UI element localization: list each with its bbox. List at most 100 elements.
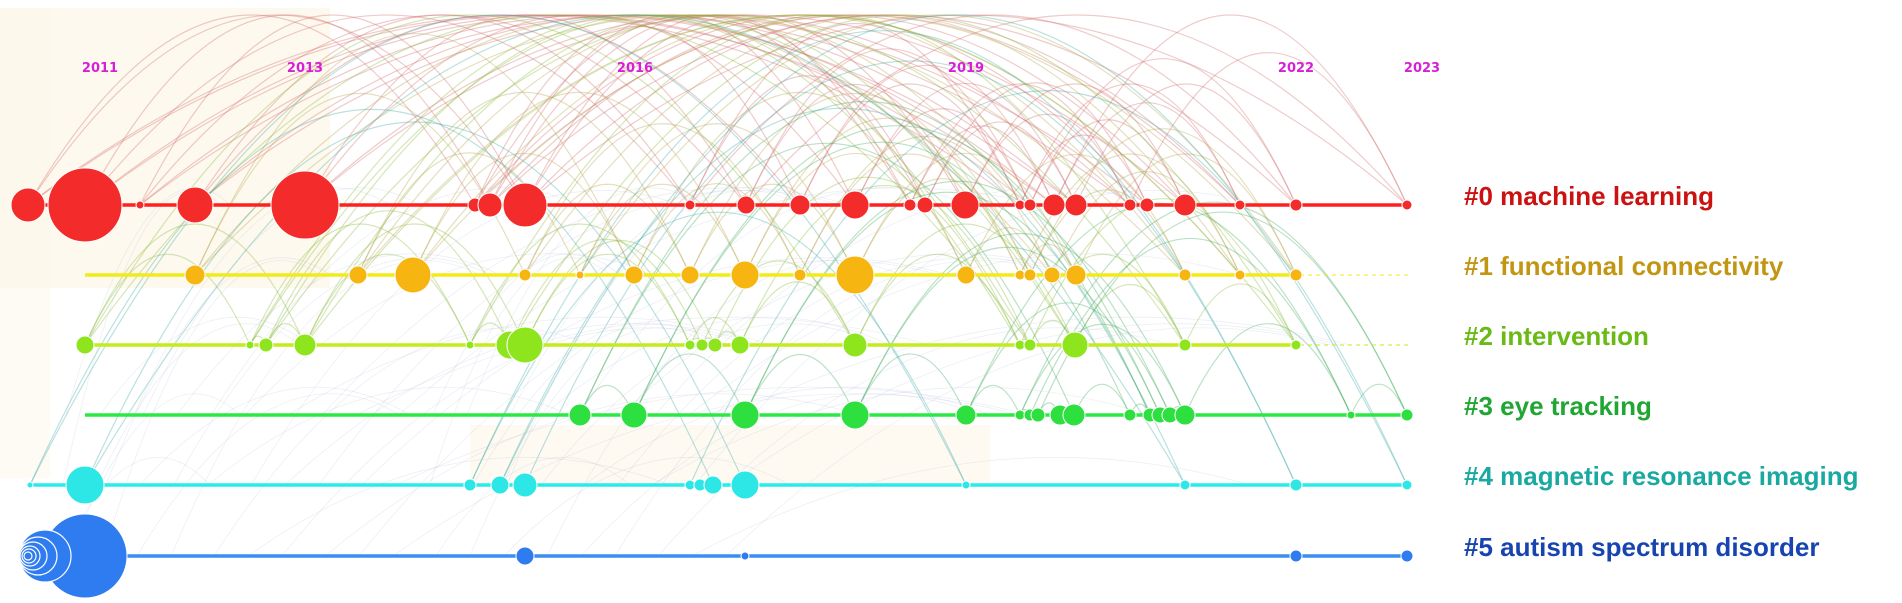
citation-node[interactable] [1043, 266, 1061, 284]
cluster-label-autism-spectrum-disorder[interactable]: #5 autism spectrum disorder [1464, 532, 1819, 562]
citation-node[interactable] [730, 400, 760, 430]
citation-node[interactable] [1062, 403, 1086, 427]
citation-node[interactable] [1289, 268, 1303, 282]
citation-node[interactable] [1290, 339, 1302, 351]
citation-nodes[interactable] [10, 167, 1414, 599]
citation-node[interactable] [176, 186, 214, 224]
citation-node[interactable] [512, 472, 538, 498]
citation-node[interactable] [730, 260, 760, 290]
citation-node[interactable] [707, 337, 723, 353]
citation-node[interactable] [680, 265, 700, 285]
cluster-label-magnetic-resonance-imaging[interactable]: #4 magnetic resonance imaging [1464, 461, 1858, 491]
citation-node[interactable] [1064, 193, 1088, 217]
citation-node[interactable] [568, 403, 592, 427]
citation-node[interactable] [10, 187, 46, 223]
citation-node[interactable] [1123, 408, 1137, 422]
citation-node[interactable] [270, 170, 340, 240]
citation-arc [29, 109, 714, 486]
citation-node[interactable] [1139, 197, 1155, 213]
citation-node[interactable] [1234, 199, 1246, 211]
citation-node[interactable] [575, 270, 585, 280]
citation-arc [854, 153, 1077, 276]
citation-node[interactable] [515, 546, 535, 566]
citation-node[interactable] [394, 256, 432, 294]
citation-node[interactable] [1401, 199, 1413, 211]
citation-node[interactable] [135, 200, 145, 210]
citation-node[interactable] [348, 265, 368, 285]
citation-node[interactable] [1030, 407, 1046, 423]
citation-node[interactable] [1023, 338, 1037, 352]
citation-node[interactable] [1178, 268, 1192, 282]
citation-node[interactable] [463, 478, 477, 492]
citation-arc [84, 14, 1186, 486]
citation-arc [964, 113, 1131, 206]
citation-node[interactable] [1289, 198, 1303, 212]
citation-node[interactable] [624, 265, 644, 285]
citation-node[interactable] [956, 265, 976, 285]
citation-node[interactable] [490, 475, 510, 495]
citation-node[interactable] [258, 337, 274, 353]
citation-node[interactable] [950, 190, 980, 220]
cluster-label-machine-learning[interactable]: #0 machine learning [1464, 181, 1714, 211]
citation-node[interactable] [789, 194, 811, 216]
citation-node[interactable] [1023, 268, 1037, 282]
citation-node[interactable] [1289, 478, 1303, 492]
citation-node[interactable] [840, 190, 870, 220]
citation-node[interactable] [703, 475, 723, 495]
citation-arc [392, 393, 1021, 557]
citation-node[interactable] [730, 335, 750, 355]
citation-node[interactable] [684, 199, 696, 211]
citation-node[interactable] [1346, 410, 1356, 420]
citation-node[interactable] [502, 182, 548, 228]
citation-arc [1029, 58, 1297, 206]
citation-node[interactable] [1042, 193, 1066, 217]
citation-node[interactable] [465, 340, 475, 350]
citation-node[interactable] [730, 470, 760, 500]
citation-node[interactable] [684, 339, 696, 351]
citation-node[interactable] [961, 480, 971, 490]
citation-node[interactable] [518, 268, 532, 282]
citation-node[interactable] [1289, 549, 1303, 563]
citation-arc [1075, 83, 1297, 206]
citation-node[interactable] [1061, 331, 1089, 359]
citation-node[interactable] [1234, 269, 1246, 281]
citation-node[interactable] [506, 326, 544, 364]
citation-arc [579, 183, 746, 276]
citation-node[interactable] [1400, 549, 1414, 563]
citation-arc [84, 14, 491, 206]
citation-node[interactable] [1123, 198, 1137, 212]
citation-node[interactable] [835, 255, 875, 295]
citation-node[interactable] [293, 333, 317, 357]
citation-node[interactable] [23, 551, 33, 561]
citation-node[interactable] [842, 332, 868, 358]
citation-node[interactable] [26, 481, 34, 489]
citation-node[interactable] [620, 401, 648, 429]
citation-node[interactable] [695, 338, 709, 352]
citation-node[interactable] [1173, 193, 1197, 217]
citation-node[interactable] [740, 551, 750, 561]
citation-node[interactable] [736, 195, 756, 215]
citation-node[interactable] [184, 264, 206, 286]
citation-node[interactable] [1401, 479, 1413, 491]
citation-node[interactable] [1179, 479, 1191, 491]
citation-node[interactable] [47, 167, 123, 243]
background-panel [470, 425, 990, 485]
citation-node[interactable] [75, 335, 95, 355]
citation-node[interactable] [477, 192, 503, 218]
citation-node[interactable] [793, 268, 807, 282]
citation-node[interactable] [1065, 264, 1087, 286]
citation-node[interactable] [840, 400, 870, 430]
citation-node[interactable] [65, 465, 105, 505]
citation-node[interactable] [916, 196, 934, 214]
cluster-label-functional-connectivity[interactable]: #1 functional connectivity [1464, 251, 1784, 281]
citation-node[interactable] [245, 340, 255, 350]
cluster-label-intervention[interactable]: #2 intervention [1464, 321, 1649, 351]
citation-node[interactable] [1174, 404, 1196, 426]
cluster-label-eye-tracking[interactable]: #3 eye tracking [1464, 391, 1652, 421]
citation-node[interactable] [955, 404, 977, 426]
citation-node[interactable] [1400, 408, 1414, 422]
citation-node[interactable] [1023, 198, 1037, 212]
citation-node[interactable] [1178, 338, 1192, 352]
citation-arc [499, 14, 1408, 486]
citation-node[interactable] [903, 198, 917, 212]
